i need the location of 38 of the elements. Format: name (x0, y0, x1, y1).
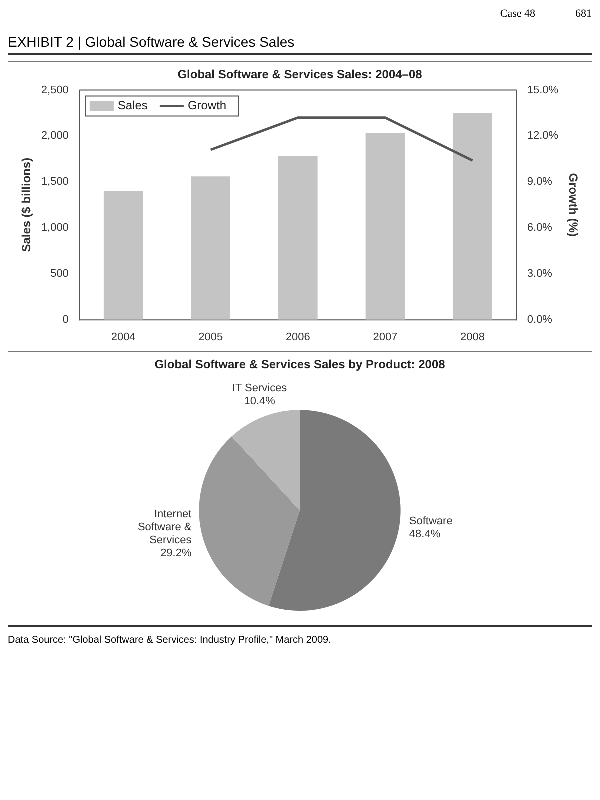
x-tick-label: 2008 (460, 331, 485, 344)
legend-label: Growth (188, 98, 227, 113)
y-tick-label: 500 (50, 268, 69, 280)
y-tick-label: 1,500 (41, 176, 69, 188)
text: EXHIBIT 2 | Global Software & Services Sales (8, 34, 592, 55)
legend-label: Sales (118, 98, 148, 113)
x-tick-label: 2006 (286, 331, 310, 344)
chart-title: Global Software & Services Sales by Product: 2008 (154, 357, 446, 372)
data-label: 48.4% (409, 528, 441, 540)
bar (366, 133, 406, 320)
y-tick-label: 2,000 (41, 130, 69, 142)
y-tick-label: 1,000 (41, 222, 69, 234)
bar (453, 113, 492, 320)
slice-label: IT Services (232, 382, 288, 394)
y2-tick-label: 0.0% (527, 314, 553, 326)
text: 681 (576, 8, 592, 20)
data-label: 10.4% (244, 395, 276, 408)
bar (104, 191, 144, 320)
text: Case 48 (500, 8, 536, 20)
y2-tick-label: 9.0% (527, 176, 553, 188)
y-tick-label: 0 (62, 314, 69, 326)
y2-tick-label: 6.0% (527, 222, 553, 234)
bar (191, 176, 231, 320)
slice-label: Internet Software & Services (138, 508, 192, 547)
x-tick-label: 2004 (111, 331, 136, 344)
y-axis-title: Sales ($ billions) (19, 158, 34, 252)
y2-tick-label: 3.0% (527, 268, 553, 280)
y-tick-label: 2,500 (41, 84, 69, 96)
y2-tick-label: 15.0% (527, 84, 559, 96)
bar (278, 156, 318, 320)
data-label: 29.2% (160, 548, 192, 560)
x-tick-label: 2007 (373, 331, 398, 344)
source-note: Data Source: "Global Software & Services: Industry Profile," March 2009. (8, 625, 592, 646)
x-tick-label: 2005 (198, 331, 224, 344)
y2-axis-title: Growth (%) (566, 173, 581, 237)
slice-label: Software (409, 515, 453, 528)
y2-tick-label: 12.0% (527, 130, 559, 142)
chart-title: Global Software & Services Sales: 2004–08 (178, 67, 423, 82)
